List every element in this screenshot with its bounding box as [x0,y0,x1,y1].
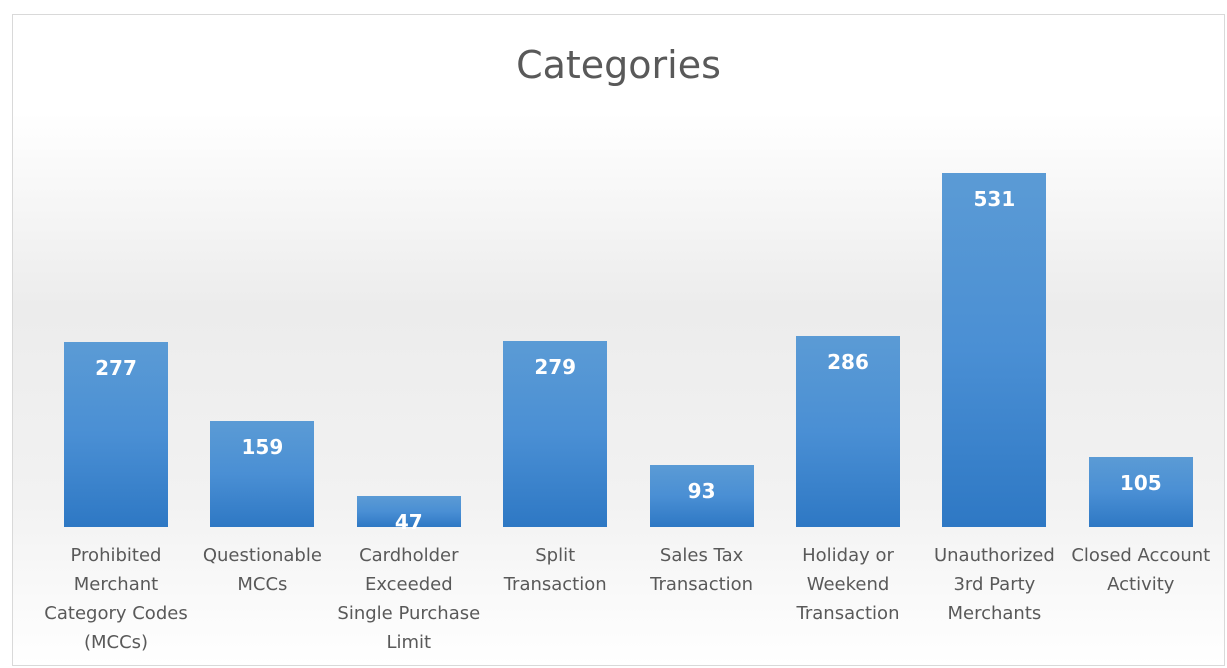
x-tick-label: Split Transaction [503,545,607,595]
x-tick-label: Closed Account Activity [1071,545,1211,595]
data-label: 159 [241,435,284,459]
bar [1088,457,1193,527]
x-tick-label: Holiday or Weekend Transaction [796,545,900,624]
chart: Categories 277 Prohibited Merchant Catego… [12,14,1225,666]
x-tick-label: Cardholder Exceeded Single Purchase Limi… [337,545,481,653]
x-tick-label: Prohibited Merchant Category Codes (MCCs… [44,545,188,653]
bar [210,421,315,527]
data-label: 93 [687,479,716,503]
bar [356,495,461,527]
x-tick-label: Unauthorized 3rd Party Merchants [933,545,1055,624]
chart-title: Categories [516,43,721,87]
data-label: 277 [95,356,137,381]
bar [942,173,1047,527]
data-label: 47 [394,509,423,534]
bar [649,465,754,527]
bar [503,341,608,527]
data-label: 279 [534,355,577,379]
bar [796,336,900,527]
x-tick-label: Sales Tax Transaction [650,545,754,595]
data-label: 286 [827,350,869,375]
data-label: 531 [973,187,1016,211]
bar [64,342,168,527]
x-tick-label: Questionable MCCs [202,545,322,595]
data-label: 105 [1119,471,1162,495]
